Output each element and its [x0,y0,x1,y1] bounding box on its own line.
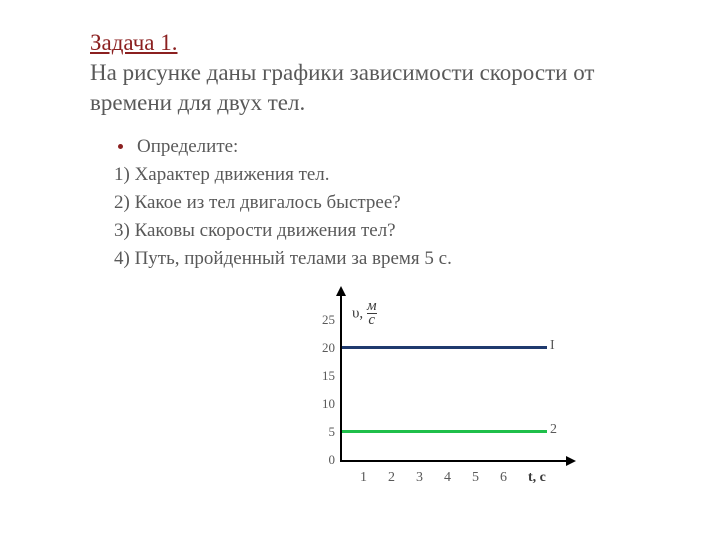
series-line [342,346,547,349]
y-axis-label: υ, мс [352,300,377,328]
x-tick-label: 1 [360,470,367,486]
y-tick-label: 25 [322,312,335,328]
x-axis-label: t, с [528,470,546,486]
x-tick-label: 4 [444,470,451,486]
x-tick-label: 5 [472,470,479,486]
y-axis [340,292,342,462]
series-label: 2 [550,422,557,438]
x-axis-arrow-icon [566,456,576,466]
velocity-chart: υ, мс 25 20 15 10 5 0 1 2 3 4 5 6 t, с I 2 [290,292,610,502]
series-line [342,430,547,433]
x-axis [340,460,570,462]
bullet-text: Определите: [137,136,238,158]
x-tick-label: 6 [500,470,507,486]
y-axis-arrow-icon [336,286,346,296]
series-label: I [550,338,555,354]
title-line-2: времени для двух тел. [90,90,305,115]
question-2: 2) Какое из тел двигалось быстрее? [114,192,660,214]
y-tick-label: 15 [322,368,335,384]
question-1: 1) Характер движения тел. [114,164,660,186]
x-tick-label: 2 [388,470,395,486]
y-tick-label: 5 [329,424,336,440]
title-line-1: На рисунке даны графики зависимости скор… [90,60,594,85]
problem-number: Задача 1. [90,30,178,55]
question-4: 4) Путь, пройденный телами за время 5 с. [114,248,660,270]
y-tick-label: 20 [322,340,335,356]
x-tick-label: 3 [416,470,423,486]
y-tick-label: 0 [329,452,336,468]
y-tick-label: 10 [322,396,335,412]
bullet-item: Определите: [118,136,660,158]
bullet-icon [118,144,123,149]
question-3: 3) Каковы скорости движения тел? [114,220,660,242]
